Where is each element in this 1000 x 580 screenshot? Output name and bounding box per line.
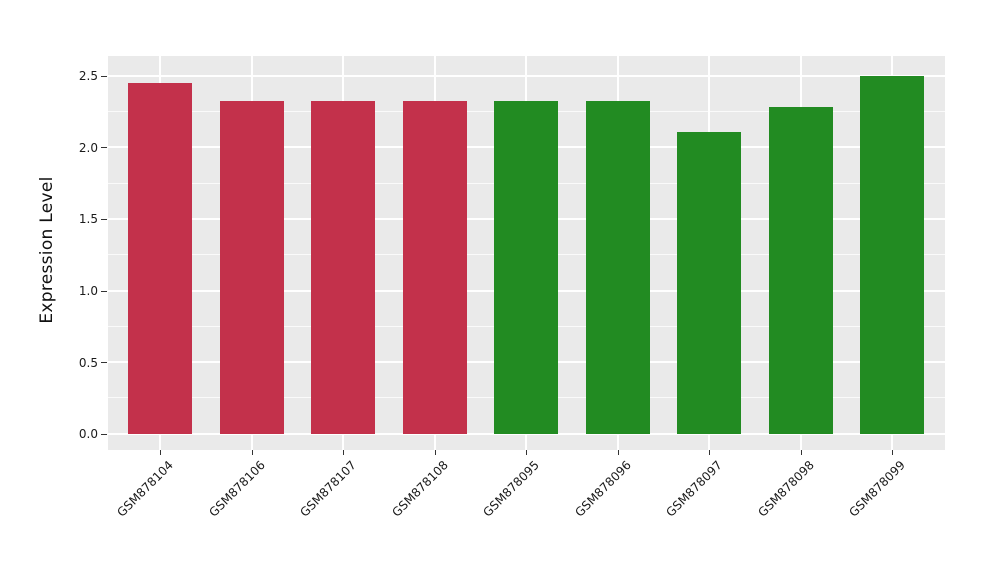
bar-GSM878106 [219,101,284,434]
y-tick-label: 2.0 [78,140,98,155]
y-tick [101,290,107,292]
y-tick [101,75,107,77]
x-tick [160,450,162,455]
x-tick-label: GSM878107 [297,458,360,520]
x-tick [892,450,894,455]
x-tick [800,450,802,455]
bar-GSM878099 [860,75,925,434]
y-tick [101,362,107,364]
bar-GSM878095 [494,101,559,434]
x-tick [251,450,253,455]
x-tick-label: GSM878095 [480,458,543,520]
plot-panel [108,56,945,450]
x-tick [434,450,436,455]
x-tick-label: GSM878096 [572,458,634,520]
x-tick-label: GSM878104 [114,458,177,520]
y-tick-label: 1.0 [78,284,98,298]
x-tick-label: GSM878097 [663,458,726,520]
x-tick [526,450,528,455]
bar-GSM878107 [311,101,376,434]
x-tick [343,450,345,455]
x-tick-label: GSM878108 [389,458,451,520]
y-tick-label: 0.5 [78,355,98,370]
bar-GSM878108 [402,101,467,434]
x-tick [709,450,711,455]
y-tick-label: 1.5 [78,212,98,227]
x-tick-label: GSM878098 [755,458,817,520]
y-tick [101,147,107,149]
x-tick [617,450,619,455]
x-tick-label: GSM878099 [846,458,909,520]
bar-GSM878096 [585,101,650,434]
y-tick-label: 2.5 [78,69,98,84]
y-axis-title: Expression Level [37,176,57,324]
x-tick-label: GSM878106 [206,458,268,520]
bar-GSM878104 [128,82,193,434]
y-tick [101,433,107,435]
bar-GSM878098 [768,107,833,434]
bar-GSM878097 [677,131,742,434]
y-tick-label: 0.0 [78,427,98,442]
y-tick [101,218,107,220]
